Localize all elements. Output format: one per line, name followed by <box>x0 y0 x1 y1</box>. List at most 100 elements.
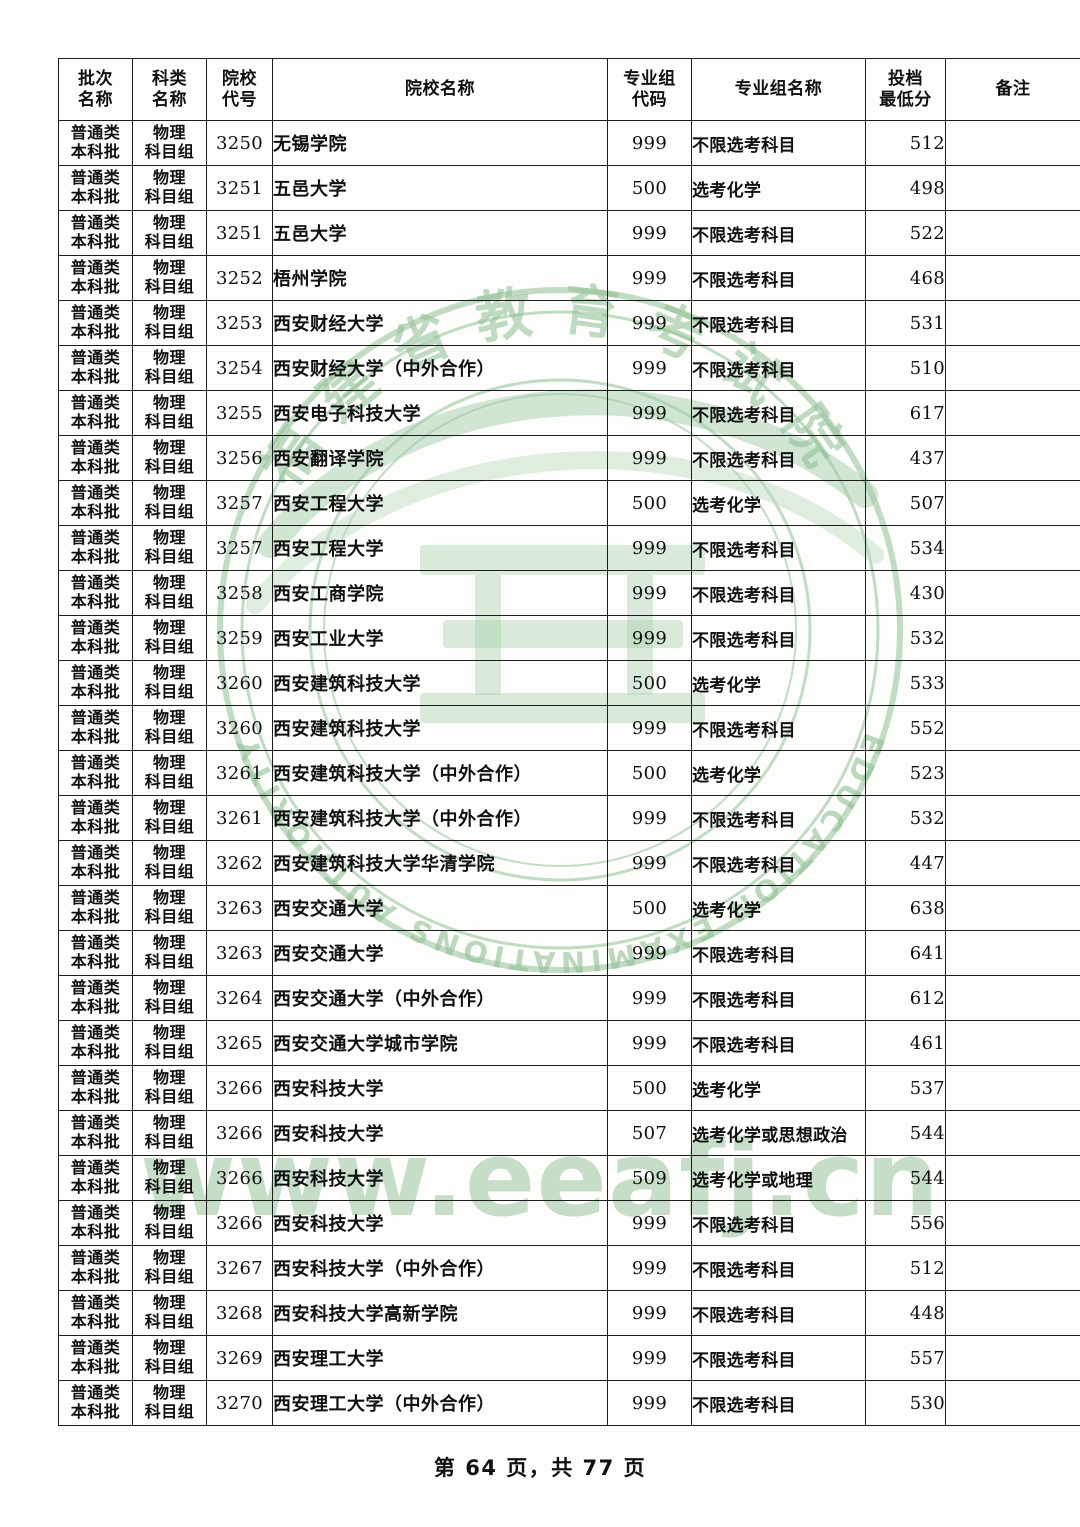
cell-subject-line2: 科目组 <box>144 187 195 206</box>
cell-group-code: 999 <box>607 570 692 616</box>
cell-batch-line2: 本科批 <box>70 1402 121 1421</box>
cell-subject: 物理 科目组 <box>132 255 207 301</box>
cell-batch-line2: 本科批 <box>70 952 121 971</box>
cell-batch: 普通类 本科批 <box>58 1110 133 1156</box>
cell-subject: 物理 科目组 <box>132 1290 207 1336</box>
cell-group-code: 999 <box>607 930 692 976</box>
cell-min-score: 544 <box>865 1110 946 1156</box>
cell-batch-line1: 普通类 <box>70 1293 121 1313</box>
cell-subject-line2: 科目组 <box>144 142 195 161</box>
cell-group-code: 507 <box>607 1110 692 1156</box>
cell-subject: 物理 科目组 <box>132 840 207 886</box>
cell-group-code: 500 <box>607 480 692 526</box>
cell-subject-line1: 物理 <box>152 843 186 863</box>
cell-group-name: 不限选考科目 <box>691 345 866 391</box>
cell-institution-name: 西安工程大学 <box>272 525 608 571</box>
cell-group-name: 不限选考科目 <box>691 1380 866 1426</box>
cell-subject-line1: 物理 <box>152 1023 186 1043</box>
cell-batch-line2: 本科批 <box>70 997 121 1016</box>
col-header-remark-line1: 备注 <box>995 79 1031 100</box>
col-header-subject: 科类 名称 <box>132 58 207 121</box>
cell-group-name: 不限选考科目 <box>691 930 866 976</box>
cell-subject-line1: 物理 <box>152 1248 186 1268</box>
table-row: 普通类 本科批 物理 科目组 3254 西安财经大学（中外合作） 999 不限选考科目 510 <box>58 345 1080 391</box>
cell-subject-line2: 科目组 <box>144 997 195 1016</box>
cell-subject-line1: 物理 <box>152 123 186 143</box>
cell-remark <box>945 390 1080 436</box>
cell-subject: 物理 科目组 <box>132 1155 207 1201</box>
cell-min-score: 498 <box>865 165 946 211</box>
cell-institution-code: 3258 <box>206 570 273 616</box>
cell-remark <box>945 1065 1080 1111</box>
cell-batch: 普通类 本科批 <box>58 210 133 256</box>
cell-batch: 普通类 本科批 <box>58 885 133 931</box>
cell-group-code: 500 <box>607 750 692 796</box>
col-header-group-code-line1: 专业组 <box>623 68 676 89</box>
cell-subject-line1: 物理 <box>152 1113 186 1133</box>
cell-subject-line2: 科目组 <box>144 637 195 656</box>
cell-remark <box>945 345 1080 391</box>
cell-batch-line2: 本科批 <box>70 817 121 836</box>
table-row: 普通类 本科批 物理 科目组 3253 西安财经大学 999 不限选考科目 531 <box>58 300 1080 346</box>
cell-institution-name: 西安工程大学 <box>272 480 608 526</box>
score-table-container: 批次 名称 科类 名称 院校 代号 院校名称 专业组 <box>58 58 1080 1426</box>
cell-group-code: 999 <box>607 795 692 841</box>
cell-batch-line1: 普通类 <box>70 1248 121 1268</box>
cell-batch-line1: 普通类 <box>70 1338 121 1358</box>
page-footer: 第 64 页，共 77 页 <box>433 1456 647 1480</box>
cell-batch-line1: 普通类 <box>70 393 121 413</box>
table-row: 普通类 本科批 物理 科目组 3264 西安交通大学（中外合作） 999 不限选考科目 612 <box>58 975 1080 1021</box>
cell-subject-line1: 物理 <box>152 1293 186 1313</box>
cell-group-code: 999 <box>607 840 692 886</box>
cell-batch: 普通类 本科批 <box>58 840 133 886</box>
cell-subject: 物理 科目组 <box>132 300 207 346</box>
cell-subject-line2: 科目组 <box>144 547 195 566</box>
cell-min-score: 530 <box>865 1380 946 1426</box>
cell-subject-line2: 科目组 <box>144 817 195 836</box>
cell-batch-line1: 普通类 <box>70 933 121 953</box>
cell-group-name: 不限选考科目 <box>691 120 866 166</box>
cell-subject: 物理 科目组 <box>132 525 207 571</box>
cell-group-name: 选考化学 <box>691 1065 866 1111</box>
cell-batch-line2: 本科批 <box>70 277 121 296</box>
cell-group-code: 999 <box>607 705 692 751</box>
cell-institution-code: 3266 <box>206 1200 273 1246</box>
cell-remark <box>945 615 1080 661</box>
cell-batch: 普通类 本科批 <box>58 345 133 391</box>
cell-batch: 普通类 本科批 <box>58 300 133 346</box>
table-row: 普通类 本科批 物理 科目组 3266 西安科技大学 507 选考化学或思想政治 544 <box>58 1110 1080 1156</box>
table-row: 普通类 本科批 物理 科目组 3269 西安理工大学 999 不限选考科目 557 <box>58 1335 1080 1381</box>
cell-institution-code: 3265 <box>206 1020 273 1066</box>
cell-subject-line1: 物理 <box>152 303 186 323</box>
cell-institution-name: 西安建筑科技大学（中外合作） <box>272 795 608 841</box>
cell-min-score: 533 <box>865 660 946 706</box>
cell-remark <box>945 930 1080 976</box>
cell-subject: 物理 科目组 <box>132 705 207 751</box>
cell-min-score: 552 <box>865 705 946 751</box>
cell-min-score: 522 <box>865 210 946 256</box>
cell-batch: 普通类 本科批 <box>58 975 133 1021</box>
cell-min-score: 534 <box>865 525 946 571</box>
cell-batch-line2: 本科批 <box>70 592 121 611</box>
cell-institution-name: 西安建筑科技大学华清学院 <box>272 840 608 886</box>
cell-batch-line1: 普通类 <box>70 798 121 818</box>
cell-batch-line1: 普通类 <box>70 483 121 503</box>
cell-batch-line1: 普通类 <box>70 1158 121 1178</box>
cell-batch: 普通类 本科批 <box>58 1200 133 1246</box>
cell-batch-line2: 本科批 <box>70 637 121 656</box>
cell-batch-line2: 本科批 <box>70 367 121 386</box>
cell-batch-line1: 普通类 <box>70 348 121 368</box>
cell-batch-line2: 本科批 <box>70 1267 121 1286</box>
cell-institution-code: 3267 <box>206 1245 273 1291</box>
cell-remark <box>945 480 1080 526</box>
cell-subject: 物理 科目组 <box>132 750 207 796</box>
cell-batch-line1: 普通类 <box>70 1383 121 1403</box>
cell-institution-code: 3263 <box>206 885 273 931</box>
cell-subject-line2: 科目组 <box>144 1267 195 1286</box>
cell-min-score: 617 <box>865 390 946 436</box>
cell-batch-line1: 普通类 <box>70 213 121 233</box>
cell-group-code: 999 <box>607 1245 692 1291</box>
cell-subject-line1: 物理 <box>152 573 186 593</box>
cell-min-score: 512 <box>865 120 946 166</box>
cell-institution-code: 3260 <box>206 660 273 706</box>
